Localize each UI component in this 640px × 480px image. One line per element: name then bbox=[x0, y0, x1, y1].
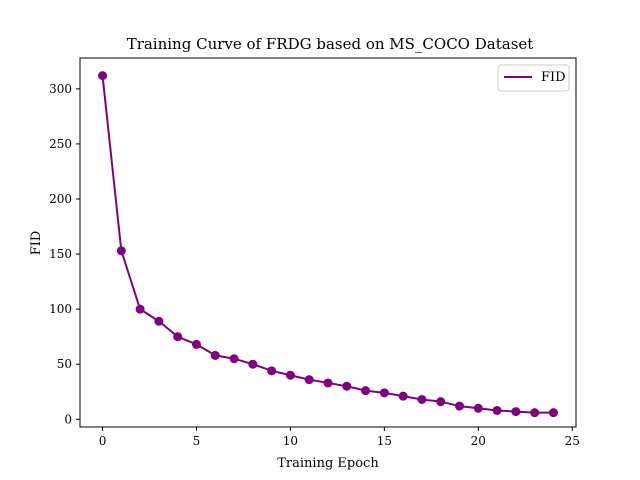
y-tick-label: 100 bbox=[49, 302, 72, 316]
y-tick-label: 250 bbox=[49, 137, 72, 151]
series-line-fid bbox=[101, 75, 554, 414]
data-point bbox=[530, 408, 540, 418]
y-tick-label: 50 bbox=[57, 357, 72, 371]
data-point bbox=[361, 386, 371, 396]
data-point bbox=[511, 407, 521, 417]
data-point bbox=[455, 401, 465, 411]
data-point bbox=[210, 350, 220, 360]
data-point bbox=[98, 71, 108, 81]
x-tick-label: 10 bbox=[283, 434, 298, 448]
data-point bbox=[417, 394, 427, 404]
data-point bbox=[379, 388, 389, 398]
data-point bbox=[323, 378, 333, 388]
x-axis-label: Training Epoch bbox=[277, 456, 379, 471]
chart-title: Training Curve of FRDG based on MS_COCO … bbox=[127, 35, 534, 53]
y-tick-label: 200 bbox=[49, 192, 72, 206]
x-tick-label: 20 bbox=[471, 434, 486, 448]
x-tick-label: 25 bbox=[565, 434, 580, 448]
data-point bbox=[154, 316, 164, 326]
y-tick-label: 0 bbox=[64, 412, 72, 426]
x-tick-label: 5 bbox=[193, 434, 201, 448]
data-point bbox=[436, 397, 446, 407]
data-point bbox=[304, 375, 314, 385]
data-point bbox=[116, 246, 126, 256]
data-point bbox=[398, 391, 408, 401]
legend: FID bbox=[497, 64, 570, 92]
data-point bbox=[229, 354, 239, 364]
data-point bbox=[473, 403, 483, 413]
series-layer bbox=[98, 71, 558, 418]
y-tick-label: 150 bbox=[49, 247, 72, 261]
data-point bbox=[135, 304, 145, 314]
data-point bbox=[267, 366, 277, 376]
data-point bbox=[342, 381, 352, 391]
data-point bbox=[548, 408, 558, 418]
data-point bbox=[173, 332, 183, 342]
x-tick-label: 15 bbox=[377, 434, 392, 448]
data-point bbox=[492, 405, 502, 415]
data-point bbox=[191, 339, 201, 349]
legend-label: FID bbox=[541, 70, 566, 85]
data-point bbox=[285, 370, 295, 380]
plot-frame bbox=[79, 57, 577, 428]
y-axis-label: FID bbox=[29, 231, 44, 256]
y-tick-label: 300 bbox=[49, 82, 72, 96]
x-tick-label: 0 bbox=[99, 434, 107, 448]
data-point bbox=[248, 359, 258, 369]
legend-box bbox=[497, 64, 570, 92]
